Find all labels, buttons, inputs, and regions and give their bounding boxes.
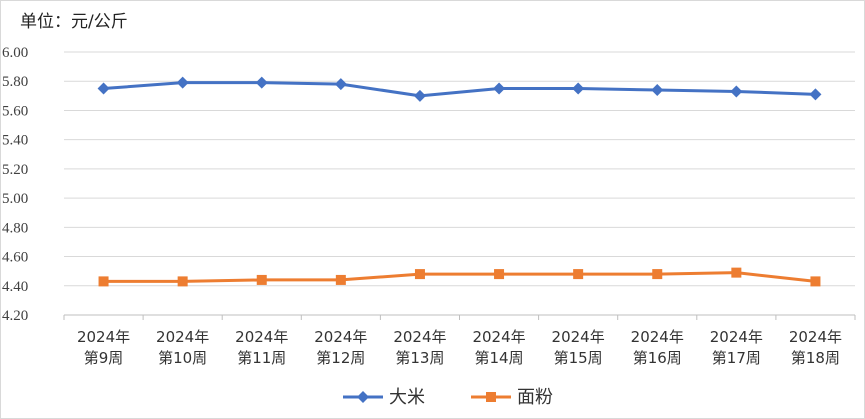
legend-item: 大米	[343, 387, 425, 408]
x-tick-label: 2024年	[789, 328, 842, 346]
x-tick-label: 第11周	[237, 349, 286, 367]
x-tick-label: 2024年	[77, 328, 130, 346]
unit-label: 单位：元/公斤	[20, 12, 128, 32]
x-tick-label: 2024年	[235, 328, 288, 346]
x-tick-label: 第17周	[712, 349, 761, 367]
data-point	[97, 82, 110, 95]
x-tick-label: 2024年	[710, 328, 763, 346]
y-tick-label: 4.20	[2, 308, 28, 324]
data-point	[810, 276, 821, 287]
legend-label: 大米	[389, 387, 425, 408]
x-tick-label: 第9周	[84, 349, 124, 367]
legend-marker	[357, 391, 369, 403]
x-tick-label: 第15周	[554, 349, 603, 367]
y-tick-label: 5.60	[2, 103, 28, 119]
y-tick-label: 5.00	[2, 191, 28, 207]
series-line	[103, 271, 816, 283]
legend: 大米 面粉	[343, 387, 553, 408]
x-tick-label: 第13周	[395, 349, 444, 367]
series-layer	[97, 76, 822, 287]
series-1	[97, 76, 822, 102]
x-tick-label: 第12周	[316, 349, 365, 367]
data-point	[730, 85, 743, 98]
data-point	[572, 82, 585, 95]
data-point	[414, 269, 425, 280]
data-point	[98, 276, 109, 287]
data-point	[809, 88, 822, 101]
legend-label: 面粉	[517, 387, 553, 408]
x-tick-label: 第18周	[791, 349, 840, 367]
series-line	[103, 81, 816, 98]
data-point	[573, 269, 584, 280]
y-tick-label: 4.40	[2, 279, 28, 295]
data-point	[177, 276, 188, 287]
y-tick-label: 4.80	[2, 220, 28, 236]
x-tick-label: 第14周	[475, 349, 524, 367]
gridlines	[64, 51, 855, 287]
y-tick-label: 5.80	[2, 74, 28, 90]
y-tick-label: 4.60	[2, 250, 28, 266]
data-point	[493, 82, 506, 95]
legend-item: 面粉	[471, 387, 553, 408]
data-point	[652, 269, 663, 280]
axes: 4.20 4.40 4.60 4.80 5.00 5.20 5.40 5.60 5.80 6.00…	[2, 45, 856, 367]
x-tick-label: 第16周	[633, 349, 682, 367]
data-point	[413, 89, 426, 102]
y-tick-label: 6.00	[2, 45, 28, 61]
x-tick-label: 2024年	[393, 328, 446, 346]
data-point	[334, 78, 347, 91]
data-point	[176, 76, 189, 89]
data-point	[651, 83, 664, 96]
x-tick-label: 第10周	[158, 349, 207, 367]
y-tick-label: 5.20	[2, 162, 28, 178]
x-tick-label: 2024年	[314, 328, 367, 346]
y-tick-label: 5.40	[2, 133, 28, 149]
series-2	[98, 267, 821, 287]
data-point	[255, 76, 268, 89]
data-point	[494, 269, 505, 280]
data-point	[335, 274, 346, 285]
x-tick-label: 2024年	[552, 328, 605, 346]
data-point	[731, 267, 742, 278]
x-tick-label: 2024年	[472, 328, 525, 346]
x-tick-label: 2024年	[631, 328, 684, 346]
x-tick-label: 2024年	[156, 328, 209, 346]
legend-marker	[486, 392, 496, 402]
data-point	[256, 274, 267, 285]
